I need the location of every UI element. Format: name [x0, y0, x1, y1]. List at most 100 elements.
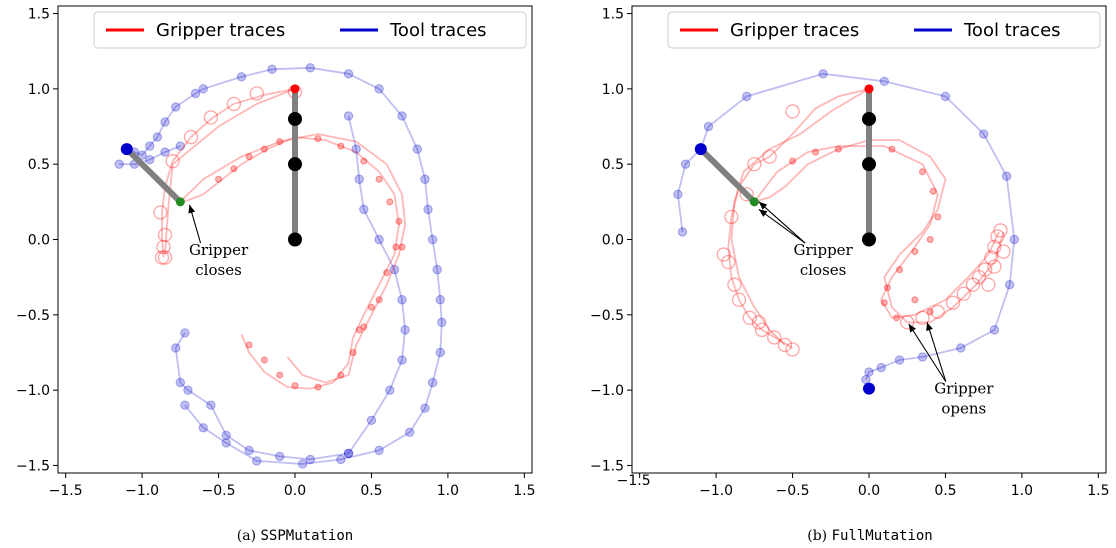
arm-joint: [862, 232, 876, 247]
arm-joint: [862, 111, 876, 126]
annotation-arrowhead: [758, 201, 768, 210]
y-tick-label: 1.5: [28, 7, 50, 23]
gripper-open-point: [996, 244, 1011, 259]
gripper-open-point: [203, 110, 219, 125]
legend-label: Gripper traces: [156, 20, 285, 41]
tool-trace-point: [171, 102, 181, 112]
gripper-open-point: [945, 295, 961, 310]
gripper-closed-point: [383, 269, 391, 277]
tool-trace-point: [145, 141, 155, 151]
legend-box: [667, 11, 1101, 49]
gripper-closed-point: [398, 243, 406, 251]
tool-trace-point: [703, 121, 714, 132]
tool-trace-point: [420, 403, 430, 413]
x-tick-label: 0.5: [360, 483, 382, 499]
legend-label: Tool traces: [389, 20, 487, 41]
tool-trace-point: [183, 385, 193, 395]
gripper-closed-point: [276, 371, 284, 379]
gripper-open-point: [785, 342, 800, 357]
tool-trace-line: [174, 332, 349, 461]
tool-trace-point: [385, 385, 395, 395]
y-tick-label: 0.0: [28, 233, 50, 249]
tool-trace-point: [680, 159, 691, 169]
tool-trace-point: [305, 63, 315, 73]
tool-trace-point: [145, 154, 155, 165]
y-tick-label: −0.5: [590, 308, 624, 324]
legend: Gripper traces Tool traces: [667, 11, 1101, 49]
x-tick-label: 1.5: [1087, 483, 1109, 499]
tool-trace-point: [180, 328, 190, 338]
gripper-closed-point: [276, 138, 284, 146]
gripper-closed-point: [888, 145, 896, 153]
gripper-closed-point: [811, 148, 819, 156]
gripper-open-point: [721, 254, 736, 270]
gripper-open-point: [762, 149, 777, 164]
tool-trace-point: [267, 64, 277, 74]
gripper-closed-point: [260, 145, 268, 153]
tool-trace-point: [818, 69, 828, 79]
annotation-arrow: [908, 323, 947, 382]
y-tick-label: 0.5: [28, 157, 50, 173]
tool-trace-line: [676, 148, 702, 233]
gripper-open-point: [978, 262, 993, 277]
tool-trace-point: [252, 456, 262, 466]
gripper-closed-point: [919, 168, 927, 176]
legend-label: Tool traces: [963, 20, 1061, 41]
gripper-open-point: [226, 96, 241, 112]
arm-joint: [862, 157, 876, 172]
gripper-open-point: [990, 229, 1005, 244]
tool-trace-point: [435, 295, 445, 305]
tool-trace-point: [427, 234, 438, 245]
tool-trace-point: [343, 448, 354, 459]
gripper-closed-point: [911, 248, 919, 256]
tool-trace-line: [119, 145, 181, 166]
gripper-open-point: [987, 259, 1002, 274]
panel-caption: (b) FullMutation: [807, 528, 933, 544]
tool-trace-point: [420, 174, 430, 184]
gripper-trace-line: [164, 88, 296, 255]
gripper-closed-point: [386, 198, 394, 206]
x-tick-label: 1.0: [1011, 483, 1033, 499]
gripper-open-point: [987, 239, 1002, 255]
gripper-trace-line: [754, 139, 870, 203]
gripper-closed-point: [291, 382, 299, 390]
gripper-closed-point: [926, 236, 934, 243]
gripper-open-point: [165, 154, 180, 169]
gripper-closed-point: [929, 187, 937, 195]
tool-trace-point: [236, 72, 247, 82]
annotation-text: closes: [195, 261, 242, 279]
annotation-arrow: [758, 208, 806, 244]
gripper-open-point: [930, 304, 945, 319]
tool-trace-point: [305, 454, 315, 465]
tool-trace-point: [677, 227, 688, 237]
tool-trace-point: [1004, 279, 1015, 290]
x-tick-label: 1.0: [437, 483, 459, 499]
x-tick-label: −0.5: [776, 483, 810, 499]
tool-trace-point: [861, 374, 871, 385]
gripper-closed-point: [896, 266, 904, 274]
gripper-trace-line: [161, 88, 296, 258]
tool-trace-point: [336, 454, 346, 465]
tool-trace-point: [432, 264, 442, 275]
gripper-closed-point: [245, 341, 253, 349]
chart-panel-a: −1.5 −1.0 −0.5 0.0 0.5 1.0 1.5 −1.5 −1.0 −0.5 0.0 0…: [16, 5, 535, 544]
gripper-closed-point: [360, 157, 368, 165]
tool-trace-point: [374, 445, 384, 456]
gripper-closed-point: [926, 308, 934, 316]
annotation-text: Gripper: [189, 241, 249, 259]
tool-link: [698, 146, 757, 204]
tool-trace-point: [198, 84, 208, 94]
legend-box: [93, 11, 527, 49]
annotation-arrow: [926, 322, 947, 382]
gripper-open-point: [754, 322, 770, 338]
gripper-open-point: [157, 227, 173, 243]
x-tick-label: −0.5: [202, 483, 236, 499]
tool-trace-point: [244, 445, 254, 456]
annotation-text: Gripper: [934, 380, 994, 398]
y-tick-label: 0.5: [602, 157, 624, 173]
y-tick-label: 1.0: [602, 82, 624, 98]
arm-joint: [288, 157, 302, 172]
tool-trace-point: [1001, 171, 1012, 181]
gripper-open-point: [249, 86, 264, 101]
